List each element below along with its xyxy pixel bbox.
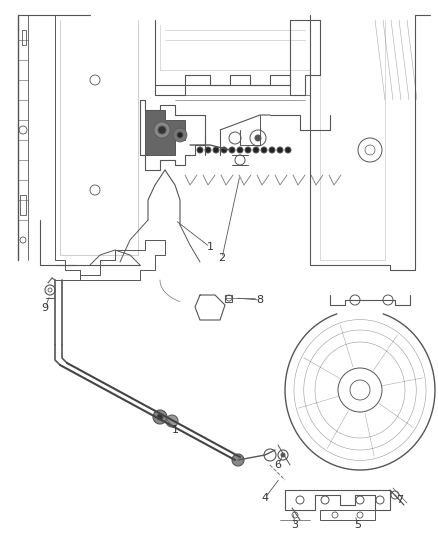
Circle shape bbox=[173, 128, 187, 142]
Polygon shape bbox=[145, 110, 185, 155]
Text: 1: 1 bbox=[206, 242, 213, 252]
Circle shape bbox=[157, 414, 163, 420]
Circle shape bbox=[261, 147, 267, 153]
Circle shape bbox=[221, 147, 227, 153]
Circle shape bbox=[255, 135, 261, 141]
Circle shape bbox=[245, 147, 251, 153]
Text: 9: 9 bbox=[42, 303, 49, 313]
Circle shape bbox=[153, 410, 167, 424]
Text: 8: 8 bbox=[256, 295, 264, 305]
Circle shape bbox=[253, 147, 259, 153]
Circle shape bbox=[177, 132, 183, 138]
Text: 1: 1 bbox=[172, 425, 179, 435]
Text: 4: 4 bbox=[261, 493, 268, 503]
Circle shape bbox=[281, 453, 285, 457]
Circle shape bbox=[158, 126, 166, 134]
Circle shape bbox=[229, 147, 235, 153]
Circle shape bbox=[213, 147, 219, 153]
Circle shape bbox=[269, 147, 275, 153]
Text: 7: 7 bbox=[396, 495, 403, 505]
Circle shape bbox=[166, 415, 178, 427]
Text: 5: 5 bbox=[354, 520, 361, 530]
Circle shape bbox=[277, 147, 283, 153]
Text: 3: 3 bbox=[292, 520, 299, 530]
Text: 6: 6 bbox=[275, 460, 282, 470]
Circle shape bbox=[197, 147, 203, 153]
Text: 2: 2 bbox=[219, 253, 226, 263]
Circle shape bbox=[205, 147, 211, 153]
Circle shape bbox=[232, 454, 244, 466]
Circle shape bbox=[285, 147, 291, 153]
Circle shape bbox=[237, 147, 243, 153]
Circle shape bbox=[154, 122, 170, 138]
